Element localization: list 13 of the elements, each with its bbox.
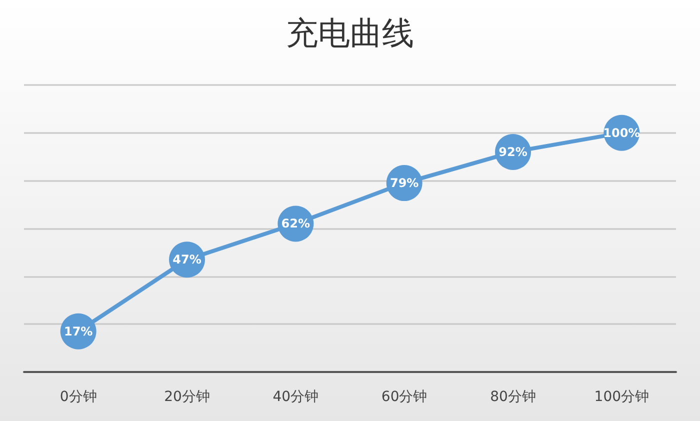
data-label: 100% bbox=[603, 126, 640, 140]
x-tick-label: 80分钟 bbox=[490, 389, 536, 405]
data-label: 17% bbox=[64, 324, 93, 338]
data-label: 92% bbox=[498, 144, 528, 159]
x-tick-label: 100分钟 bbox=[594, 389, 650, 405]
x-tick-label: 20分钟 bbox=[164, 389, 210, 405]
x-tick-label: 60分钟 bbox=[381, 389, 428, 405]
chart-title: 充电曲线 bbox=[286, 14, 414, 52]
data-label: 79% bbox=[390, 176, 419, 190]
data-label: 47% bbox=[172, 252, 202, 267]
data-label: 62% bbox=[281, 216, 310, 231]
x-tick-label: 40分钟 bbox=[272, 389, 319, 405]
x-tick-label: 0分钟 bbox=[60, 389, 97, 405]
